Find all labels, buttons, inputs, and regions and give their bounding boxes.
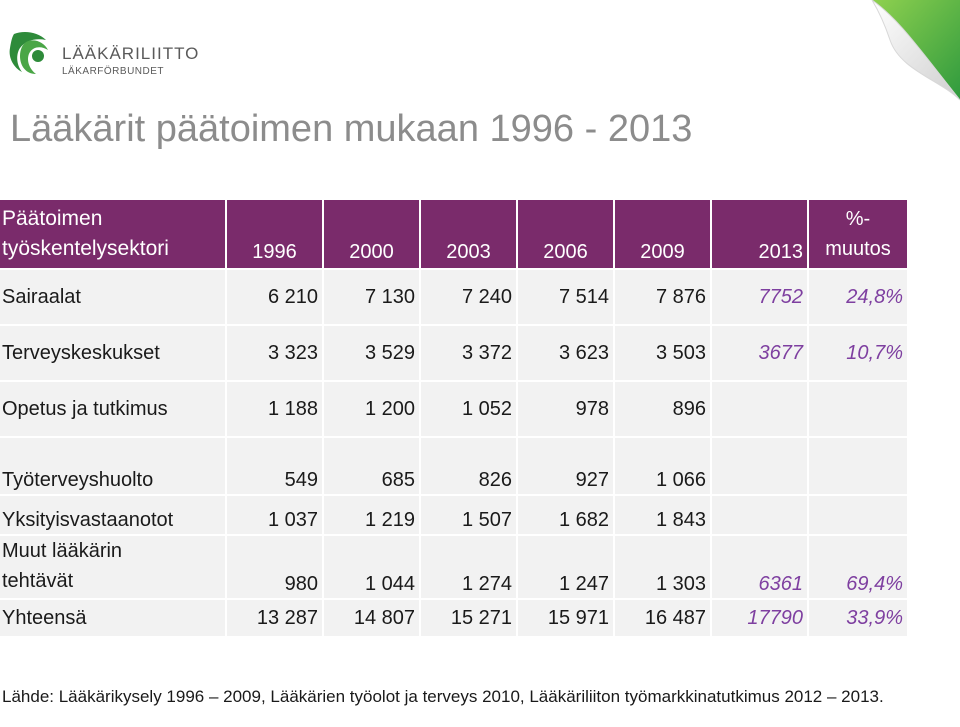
- table-row: Muut lääkärin tehtävät 980 1 044 1 274 1 …: [0, 534, 907, 599]
- cell-value: 896: [613, 380, 711, 437]
- header-row: Päätoimen työskentelysektori 1996 2000 20…: [0, 200, 907, 269]
- cell-value-2013: [710, 494, 808, 535]
- table-row: Sairaalat 6 210 7 130 7 240 7 514 7 876 …: [0, 268, 907, 325]
- row-label-line2: tehtävät: [2, 570, 74, 592]
- logo-line1: LÄÄKÄRILIITTO: [62, 44, 200, 63]
- cell-value: 826: [419, 436, 517, 495]
- cell-value: 978: [516, 380, 614, 437]
- cell-value-2013: 17790: [710, 598, 808, 636]
- cell-value: 16 487: [613, 598, 711, 636]
- header-year: 2006: [516, 200, 614, 269]
- cell-change: 10,7%: [807, 324, 907, 381]
- cell-value: 7 876: [613, 268, 711, 325]
- cell-value: 1 219: [322, 494, 420, 535]
- cell-value: 7 514: [516, 268, 614, 325]
- row-label: Yksityisvastaanotot: [0, 494, 226, 535]
- table-row: Yksityisvastaanotot 1 037 1 219 1 507 1 …: [0, 494, 907, 535]
- cell-value: 1 682: [516, 494, 614, 535]
- cell-value: 927: [516, 436, 614, 495]
- physicians-by-sector-table: Päätoimen työskentelysektori 1996 2000 20…: [0, 200, 907, 636]
- cell-value: 7 130: [322, 268, 420, 325]
- header-change-line2: muutos: [825, 238, 891, 260]
- cell-value: 1 303: [613, 534, 711, 599]
- slide-title: Lääkärit päätoimen mukaan 1996 - 2013: [10, 108, 693, 150]
- cell-value: 13 287: [225, 598, 323, 636]
- cell-value: 3 372: [419, 324, 517, 381]
- row-label-line1: Muut lääkärin: [2, 540, 123, 562]
- cell-value: 980: [225, 534, 323, 599]
- header-change-line1: %-: [845, 208, 871, 230]
- cell-value: 1 247: [516, 534, 614, 599]
- cell-value: 14 807: [322, 598, 420, 636]
- table-row: Terveyskeskukset 3 323 3 529 3 372 3 623…: [0, 324, 907, 381]
- header-year: 2003: [419, 200, 517, 269]
- page-curl-icon: [871, 0, 960, 101]
- source-note: Lähde: Lääkärikysely 1996 – 2009, Lääkär…: [2, 687, 884, 706]
- cell-change: 69,4%: [807, 534, 907, 599]
- logo-line2: LÄKARFÖRBUNDET: [62, 66, 165, 77]
- header-year: 2000: [322, 200, 420, 269]
- cell-value: 549: [225, 436, 323, 495]
- table-row: Opetus ja tutkimus 1 188 1 200 1 052 978…: [0, 380, 907, 437]
- row-label: Yhteensä: [0, 598, 226, 636]
- cell-value: 15 271: [419, 598, 517, 636]
- cell-change: [807, 436, 907, 495]
- cell-value: 1 044: [322, 534, 420, 599]
- logo: LÄÄKÄRILIITTO LÄKARFÖRBUNDET: [6, 28, 198, 84]
- cell-value: 3 529: [322, 324, 420, 381]
- doctors-union-logo-icon: [9, 32, 48, 74]
- cell-value: 3 323: [225, 324, 323, 381]
- cell-value: 1 843: [613, 494, 711, 535]
- cell-value: 15 971: [516, 598, 614, 636]
- cell-change: 33,9%: [807, 598, 907, 636]
- cell-value: 1 507: [419, 494, 517, 535]
- header-year: 1996: [225, 200, 323, 269]
- cell-value: 3 503: [613, 324, 711, 381]
- cell-value-2013: 7752: [710, 268, 808, 325]
- cell-value: 1 188: [225, 380, 323, 437]
- table-row: Työterveyshuolto 549 685 826 927 1 066: [0, 436, 907, 495]
- cell-value: 1 274: [419, 534, 517, 599]
- header-change: %- muutos: [807, 200, 907, 269]
- cell-value: 1 037: [225, 494, 323, 535]
- cell-value: 1 066: [613, 436, 711, 495]
- header-year: 2013: [710, 200, 808, 269]
- row-label: Opetus ja tutkimus: [0, 380, 226, 437]
- cell-value-2013: 3677: [710, 324, 808, 381]
- cell-value: 685: [322, 436, 420, 495]
- row-label: Muut lääkärin tehtävät: [0, 534, 226, 599]
- cell-value: 7 240: [419, 268, 517, 325]
- cell-value: 1 200: [322, 380, 420, 437]
- cell-change: [807, 380, 907, 437]
- header-year: 2009: [613, 200, 711, 269]
- cell-value: 3 623: [516, 324, 614, 381]
- header-sector-line1: Päätoimen: [2, 207, 103, 230]
- cell-value: 1 052: [419, 380, 517, 437]
- cell-value-2013: 6361: [710, 534, 808, 599]
- header-sector: Päätoimen työskentelysektori: [0, 200, 226, 269]
- row-label: Sairaalat: [0, 268, 226, 325]
- table-row: Yhteensä 13 287 14 807 15 271 15 971 16 …: [0, 598, 907, 636]
- cell-value: 6 210: [225, 268, 323, 325]
- cell-change: 24,8%: [807, 268, 907, 325]
- cell-value-2013: [710, 380, 808, 437]
- cell-change: [807, 494, 907, 535]
- row-label: Terveyskeskukset: [0, 324, 226, 381]
- cell-value-2013: [710, 436, 808, 495]
- header-sector-line2: työskentelysektori: [2, 237, 169, 260]
- row-label: Työterveyshuolto: [0, 436, 226, 495]
